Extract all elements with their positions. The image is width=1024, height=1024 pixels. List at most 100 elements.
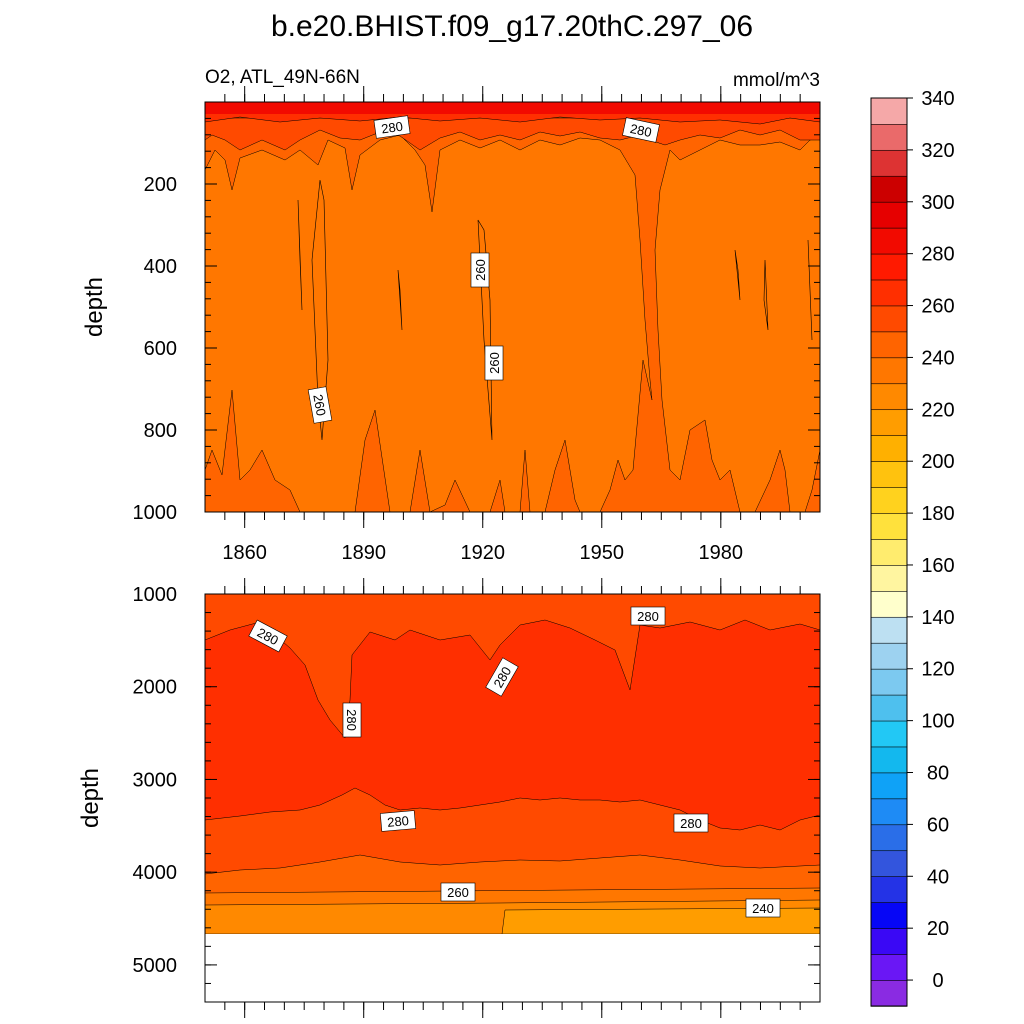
colorbar-swatch: [870, 746, 908, 774]
contour-label-text: 240: [752, 901, 774, 916]
contour-label-box: [745, 898, 781, 918]
colorbar-label: 120: [921, 659, 954, 681]
colorbar-swatch: [870, 694, 908, 722]
colorbar-swatch: [870, 642, 908, 670]
contour-label-text: 280: [387, 813, 410, 830]
colorbar-label: 200: [921, 451, 954, 473]
colorbar-swatch: [870, 875, 908, 903]
colorbar-swatch: [870, 227, 908, 255]
colorbar-swatch: [870, 357, 908, 385]
colorbar-label: 80: [927, 763, 949, 785]
contour-label-box: [630, 606, 666, 626]
upper-x-tick-label: 1920: [460, 542, 505, 564]
colorbar-swatch: [870, 616, 908, 644]
colorbar-label: 20: [927, 918, 949, 940]
colorbar-swatch: [870, 123, 908, 151]
colorbar-label: 160: [921, 555, 954, 577]
contour-label-text: 260: [447, 885, 469, 900]
contour-label-box: [248, 619, 288, 653]
upper-y-axis-label: depth: [81, 277, 108, 337]
upper-band-260-east: [654, 137, 821, 513]
colorbar-swatch: [870, 383, 908, 411]
colorbar-swatch: [870, 668, 908, 696]
upper-band-280: [204, 117, 821, 151]
colorbar-swatch: [870, 538, 908, 566]
contour-label-box: [673, 813, 709, 833]
colorbar-swatch: [870, 460, 908, 488]
contour-label: 280: [630, 606, 666, 626]
contour-label-text: 260: [310, 393, 329, 417]
contour-label-box: [440, 882, 476, 902]
colorbar-swatch: [870, 901, 908, 929]
contour-label-text: 280: [344, 709, 359, 731]
lower-empty-region: [205, 934, 820, 1002]
lower-panel: depth 1000 2000 3000 4000 5000 280 280 280 280 2…: [77, 578, 821, 1018]
colorbar-swatch: [870, 720, 908, 748]
colorbar-swatch: [870, 590, 908, 618]
upper-contour-labels: 280 280 260 260 260: [307, 115, 660, 424]
colorbar-swatch: [870, 253, 908, 281]
colorbar-swatch: [870, 486, 908, 514]
colorbar-label: 340: [921, 88, 954, 110]
lower-y-tick-label: 4000: [133, 862, 178, 884]
lower-y-tick-label: 2000: [133, 677, 178, 699]
contour-label-box: [342, 702, 362, 738]
contour-label-text: 260: [487, 352, 502, 374]
contour-label-box: [622, 117, 660, 143]
contour-label: 260: [307, 386, 333, 424]
contour-label: 240: [745, 898, 781, 918]
colorbar-frame: [870, 97, 908, 1007]
colorbar-swatch: [870, 201, 908, 229]
lower-y-ticks: 1000 2000 3000 4000 5000: [133, 584, 820, 1003]
colorbar-label: 100: [921, 711, 954, 733]
contour-label: 260: [440, 882, 476, 902]
contour-label: 280: [379, 810, 417, 832]
lower-y-tick-label: 5000: [133, 955, 178, 977]
colorbar-label: 40: [927, 866, 949, 888]
lower-x-ticks: [224, 578, 801, 1018]
upper-band-260: [204, 134, 653, 513]
contour-label: 280: [342, 702, 362, 738]
contour-label: 280: [248, 619, 288, 653]
upper-x-tick-label: 1950: [580, 542, 625, 564]
upper-y-tick-label: 1000: [133, 502, 178, 524]
colorbar-swatch: [870, 409, 908, 436]
colorbar-label: 240: [921, 347, 954, 369]
upper-y-tick-label: 400: [144, 256, 177, 278]
colorbar-swatch: [870, 279, 908, 307]
colorbar-swatch: [870, 824, 908, 852]
colorbar-swatch: [870, 772, 908, 800]
colorbar-swatch: [870, 331, 908, 359]
colorbar-swatch: [870, 798, 908, 826]
upper-y-tick-label: 200: [144, 174, 177, 196]
colorbar-swatch: [870, 149, 908, 177]
contour-label-box: [485, 657, 519, 697]
lower-y-axis-label: depth: [77, 768, 104, 828]
contour-label-text: 280: [637, 609, 659, 624]
colorbar-label: 180: [921, 503, 954, 525]
colorbar-swatch: [870, 434, 908, 462]
variable-label: O2, ATL_49N-66N: [205, 67, 360, 88]
upper-x-ticks: 1860 1890 1920 1950 1980: [222, 86, 801, 564]
contour-label: 280: [373, 115, 411, 139]
colorbar-label: 220: [921, 399, 954, 421]
lower-y-tick-label: 1000: [133, 584, 178, 606]
colorbar-swatch: [870, 175, 908, 203]
units-label: mmol/m^3: [733, 70, 820, 91]
contour-label-text: 280: [380, 119, 404, 137]
colorbar-label: 140: [921, 607, 954, 629]
colorbar-label: 320: [921, 140, 954, 162]
upper-y-tick-label: 800: [144, 420, 177, 442]
colorbar-swatch: [870, 97, 908, 125]
lower-y-tick-label: 3000: [133, 769, 178, 791]
contour-label-text: 280: [629, 121, 653, 140]
contour-label-box: [379, 810, 417, 832]
contour-label: 280: [673, 813, 709, 833]
colorbar-swatch: [870, 512, 908, 540]
contour-label-text: 280: [680, 816, 702, 831]
colorbar-label: 280: [921, 244, 954, 266]
colorbar-swatch: [870, 305, 908, 333]
upper-y-tick-label: 600: [144, 338, 177, 360]
